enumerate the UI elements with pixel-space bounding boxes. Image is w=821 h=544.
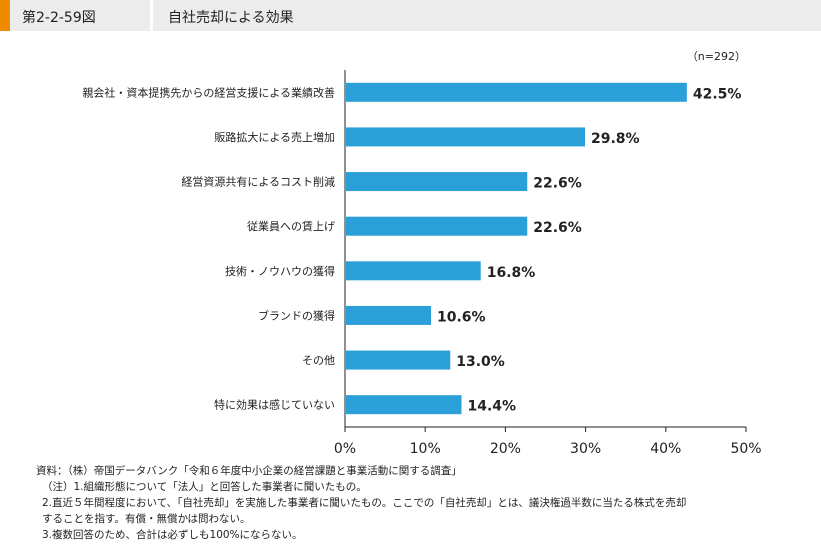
category-label: 販路拡大による売上増加 (214, 130, 335, 144)
value-label: 10.6% (437, 309, 486, 325)
category-label: 経営資源共有によるコスト削減 (181, 175, 335, 189)
note-line: 資料：（株）帝国データバンク「令和６年度中小企業の経営課題と事業活動に関する調査… (36, 465, 462, 477)
category-label: 技術・ノウハウの獲得 (225, 265, 335, 278)
category-label: 従業員への賃上げ (247, 219, 335, 233)
bars-layer: 親会社・資本提携先からの経営支援による業績改善 42.5% 販路拡大による売上増加 2… (82, 70, 762, 457)
header-accent-bar (0, 0, 10, 31)
category-label: その他 (302, 354, 335, 367)
sample-size-annotation: （n=292） (687, 50, 746, 63)
source-notes: 資料：（株）帝国データバンク「令和６年度中小企業の経営課題と事業活動に関する調査… (36, 463, 816, 543)
bar (346, 216, 528, 236)
category-label: 特に効果は感じていない (214, 398, 335, 412)
value-label: 14.4% (467, 399, 516, 415)
x-tick-label: 20% (490, 441, 521, 457)
note-line: することを指す。有償・無償かは問わない。 (42, 513, 251, 525)
figure-header: 第2-2-59図 自社売却による効果 (0, 0, 821, 31)
value-label: 42.5% (693, 86, 742, 102)
note-line: 3.複数回答のため、合計は必ずしも100%にならない。 (42, 529, 303, 541)
bar (346, 350, 451, 370)
bar (346, 172, 528, 192)
note-line: （注）1.組織形態について「法人」と回答した事業者に聞いたもの。 (42, 481, 367, 493)
figure-number: 第2-2-59図 (22, 10, 96, 26)
bar (346, 82, 687, 102)
x-tick-label: 50% (730, 441, 761, 457)
value-label: 22.6% (533, 220, 582, 236)
x-tick-label: 0% (334, 441, 356, 457)
bar (346, 305, 432, 325)
bar (346, 261, 481, 281)
header-separator (150, 0, 153, 31)
note-line: 2.直近５年間程度において、「自社売却」を実施した事業者に聞いたもの。ここでの「… (42, 497, 687, 509)
value-label: 16.8% (487, 265, 536, 281)
bar (346, 395, 462, 415)
bar (346, 127, 585, 147)
category-label: ブランドの獲得 (258, 308, 335, 322)
value-label: 13.0% (456, 354, 505, 370)
x-tick-label: 40% (650, 441, 681, 457)
value-label: 22.6% (533, 176, 582, 192)
figure-title: 自社売却による効果 (168, 10, 294, 26)
x-tick-label: 10% (410, 441, 441, 457)
category-label: 親会社・資本提携先からの経営支援による業績改善 (82, 85, 335, 99)
bar-chart: （n=292） 親会社・資本提携先からの経営支援による業績改善 42.5% 販路拡大… (82, 50, 762, 457)
value-label: 29.8% (591, 131, 640, 147)
x-tick-label: 30% (570, 441, 601, 457)
